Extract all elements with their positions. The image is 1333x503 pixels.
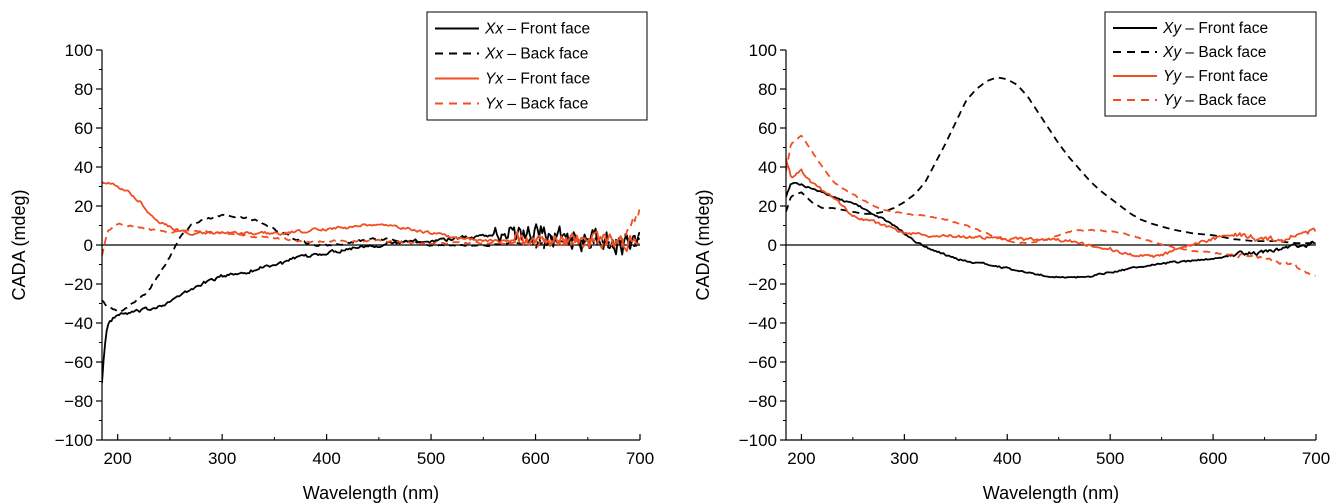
y-tick-label: −20 xyxy=(64,275,93,294)
x-tick-label: 500 xyxy=(417,449,445,468)
legend-label: Yy – Back face xyxy=(1163,92,1266,109)
y-tick-label: −80 xyxy=(64,392,93,411)
x-tick-label: 600 xyxy=(1199,449,1227,468)
series-line-xx-front xyxy=(102,223,640,384)
x-axis-label: Wavelength (nm) xyxy=(303,483,439,503)
x-tick-label: 700 xyxy=(626,449,654,468)
y-tick-label: −100 xyxy=(739,431,777,450)
y-tick-label: −100 xyxy=(55,431,93,450)
y-tick-label: −40 xyxy=(748,314,777,333)
legend-label-symbol: Xx xyxy=(484,46,504,63)
x-axis-label: Wavelength (nm) xyxy=(983,483,1119,503)
legend-label: Xx – Front face xyxy=(484,21,590,38)
legend-label-symbol: Yy xyxy=(1163,68,1182,85)
y-tick-label: 40 xyxy=(758,158,777,177)
legend-label: Xx – Back face xyxy=(484,46,588,63)
series-group xyxy=(102,181,640,384)
y-tick-label: −80 xyxy=(748,392,777,411)
legend-box xyxy=(1104,11,1317,117)
series-line-xx-back xyxy=(102,213,640,313)
y-tick-label: 20 xyxy=(74,197,93,216)
y-tick-label: 20 xyxy=(758,197,777,216)
series-group xyxy=(786,76,1316,279)
legend-label-text: – Front face xyxy=(503,71,590,88)
x-tick-label: 200 xyxy=(103,449,131,468)
series-line-yy-front xyxy=(786,158,1316,258)
legend-label: Yx – Back face xyxy=(485,96,588,113)
x-tick-label: 200 xyxy=(787,449,815,468)
legend-label: Xy – Back face xyxy=(1162,44,1266,61)
legend-label: Yx – Front face xyxy=(485,71,590,88)
legend-label: Yy – Front face xyxy=(1163,68,1268,85)
legend-label-text: – Back face xyxy=(503,46,588,63)
x-tick-label: 300 xyxy=(208,449,236,468)
x-tick-label: 700 xyxy=(1302,449,1330,468)
y-tick-label: 60 xyxy=(758,119,777,138)
legend-label-text: – Back face xyxy=(1181,92,1266,109)
x-tick-label: 400 xyxy=(993,449,1021,468)
y-tick-label: −20 xyxy=(748,275,777,294)
legend-label-text: – Front face xyxy=(503,21,590,38)
legend-label-symbol: Xx xyxy=(484,21,504,38)
y-tick-label: −60 xyxy=(64,353,93,372)
x-tick-label: 300 xyxy=(890,449,918,468)
legend-label-symbol: Xy xyxy=(1162,20,1182,37)
x-tick-label: 600 xyxy=(521,449,549,468)
legend-label-text: – Front face xyxy=(1181,20,1268,37)
y-tick-label: 100 xyxy=(65,41,93,60)
legend-label-text: – Front face xyxy=(1181,68,1268,85)
y-tick-label: 80 xyxy=(74,80,93,99)
legend-label-symbol: Yy xyxy=(1163,92,1182,109)
y-tick-label: −40 xyxy=(64,314,93,333)
y-tick-label: −60 xyxy=(748,353,777,372)
series-line-yx-front xyxy=(102,181,640,253)
y-tick-label: 0 xyxy=(84,236,93,255)
y-axis-label: CADA (mdeg) xyxy=(693,189,713,300)
legend-label-text: – Back face xyxy=(1181,44,1266,61)
legend-box xyxy=(426,11,648,121)
y-axis-label: CADA (mdeg) xyxy=(9,189,29,300)
legend-label-symbol: Yx xyxy=(485,71,504,88)
legend-label-symbol: Xy xyxy=(1162,44,1182,61)
y-tick-label: 80 xyxy=(758,80,777,99)
y-tick-label: 40 xyxy=(74,158,93,177)
x-tick-label: 500 xyxy=(1096,449,1124,468)
y-tick-label: 60 xyxy=(74,119,93,138)
legend-label-text: – Back face xyxy=(503,96,588,113)
y-tick-label: 0 xyxy=(768,236,777,255)
x-tick-label: 400 xyxy=(312,449,340,468)
series-line-xy-back xyxy=(786,76,1316,244)
series-line-xy-front xyxy=(786,182,1316,279)
y-tick-label: 100 xyxy=(749,41,777,60)
legend-label-symbol: Yx xyxy=(485,96,504,113)
legend-label: Xy – Front face xyxy=(1162,20,1268,37)
series-line-yy-back xyxy=(786,134,1316,277)
